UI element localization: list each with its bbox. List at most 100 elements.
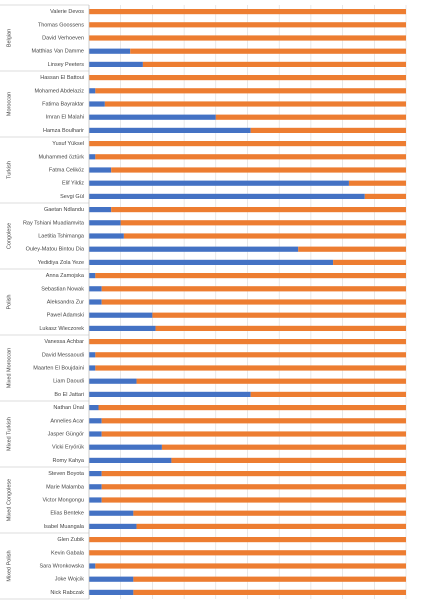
y-tick-label: Matthias Van Damme: [32, 49, 84, 55]
y-tick-label: Nick Rabczak: [50, 590, 84, 596]
bar: [89, 563, 96, 569]
bar: [89, 22, 406, 28]
y-tick-label: Valerie Devos: [50, 9, 84, 15]
bar: [89, 497, 102, 503]
bar: [133, 576, 406, 582]
y-tick-label: Thomas Goossens: [38, 22, 84, 28]
bar: [89, 418, 102, 424]
y-tick-label: Kevin Gabala: [51, 550, 85, 556]
y-tick-label: Bo El Jattari: [54, 392, 84, 398]
bar: [89, 233, 124, 239]
bar: [95, 154, 406, 160]
bar: [89, 484, 102, 490]
y-tick-label: Hamza Boulharir: [43, 128, 84, 134]
bar: [101, 299, 407, 305]
bar: [104, 101, 406, 107]
bar: [89, 127, 251, 133]
bar: [89, 101, 105, 107]
bar: [101, 471, 407, 477]
y-tick-label: Maarten El Boujdaini: [33, 365, 84, 371]
y-tick-label: Ray Tshiani Muadiamvita: [23, 220, 85, 226]
y-tick-label: Hassan El Battoui: [40, 75, 84, 81]
y-tick-label: Victor Mongongu: [43, 497, 84, 503]
y-tick-label: Muhammed öztürk: [38, 154, 84, 160]
bar: [364, 193, 406, 199]
bar: [89, 339, 406, 345]
bar: [95, 88, 406, 94]
bar: [98, 405, 406, 411]
y-tick-label: Sebastian Nowak: [41, 286, 84, 292]
bar: [133, 589, 406, 595]
bar: [89, 167, 112, 173]
bar: [155, 325, 406, 331]
bar: [123, 233, 407, 239]
bar: [161, 444, 406, 450]
bar: [89, 114, 216, 120]
bar: [89, 180, 349, 186]
bar: [101, 484, 407, 490]
group-label: Mixed Moroccan: [6, 348, 12, 388]
bar: [95, 352, 406, 358]
y-tick-label: Imran El Malahi: [46, 115, 84, 121]
bar: [89, 365, 96, 371]
group-label: Mixed Congolese: [6, 479, 12, 522]
bar: [348, 180, 406, 186]
y-tick-label: David Messaoudi: [42, 352, 84, 358]
bar: [89, 550, 406, 556]
bar: [89, 312, 153, 318]
bar: [89, 352, 96, 358]
y-tick-label: Pawel Adamski: [47, 313, 84, 319]
y-tick-label: Glen Zubik: [57, 537, 84, 543]
bar: [171, 457, 406, 463]
bar: [89, 523, 137, 529]
bar: [89, 471, 102, 477]
y-tick-label: Sevgi Gül: [60, 194, 84, 200]
y-tick-label: Annelies Acar: [50, 418, 84, 424]
bar: [89, 391, 251, 397]
y-tick-label: Yusuf Yüksel: [52, 141, 84, 147]
bar: [89, 286, 102, 292]
y-tick-label: David Verhoeven: [42, 35, 84, 41]
y-tick-label: Mohamed Abdelaziz: [34, 88, 84, 94]
bar: [89, 273, 96, 279]
y-tick-label: Vicki Eryörük: [52, 445, 84, 451]
bar: [89, 431, 102, 437]
bar: [333, 259, 406, 265]
bar: [89, 325, 156, 331]
y-tick-label: Anna Zamojska: [46, 273, 85, 279]
bar: [89, 510, 134, 516]
bar: [89, 88, 96, 94]
y-tick-label: Romy Kahya: [53, 458, 85, 464]
bar: [136, 378, 407, 384]
y-tick-label: Laetitia Tshimanga: [38, 233, 85, 239]
bar: [95, 365, 406, 371]
bar: [89, 589, 134, 595]
bar: [95, 273, 406, 279]
bar: [101, 497, 407, 503]
bar: [250, 391, 406, 397]
bar: [136, 523, 407, 529]
y-tick-label: Marie Malamba: [46, 484, 85, 490]
group-label: Turkish: [6, 161, 12, 179]
y-tick-label: Lukasz Wieczorek: [39, 326, 84, 332]
y-tick-label: Elif Yildiz: [62, 181, 84, 187]
bar: [89, 576, 134, 582]
bar: [111, 167, 406, 173]
group-label: Belgian: [6, 29, 12, 47]
bar: [89, 378, 137, 384]
y-tick-label: Jasper Güngör: [48, 431, 85, 437]
bar: [101, 418, 407, 424]
bar: [89, 154, 96, 160]
y-tick-label: Liam Daoudi: [53, 379, 84, 385]
y-tick-label: Isabel Muangala: [44, 524, 85, 530]
bar: [89, 48, 131, 54]
bar: [89, 246, 299, 252]
bar: [101, 286, 407, 292]
y-tick-label: Gaetan Ndlandu: [44, 207, 84, 213]
bar: [95, 563, 406, 569]
y-tick-label: Nathan Ünal: [53, 404, 84, 411]
y-tick-label: Joke Wojcik: [55, 577, 84, 583]
bar: [89, 537, 406, 543]
y-tick-label: Vanessa Achbar: [44, 339, 84, 345]
bar: [142, 61, 406, 67]
